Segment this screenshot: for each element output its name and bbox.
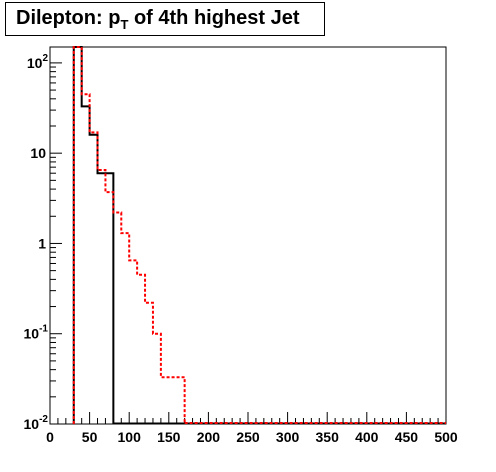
histogram-solid-black — [72, 46, 115, 424]
x-tick-label: 50 — [82, 429, 98, 445]
title-suffix: of 4th highest Jet — [128, 7, 300, 29]
x-tick-label: 0 — [46, 429, 54, 445]
y-tick-label: 10 — [30, 145, 46, 161]
x-tick-label: 400 — [355, 429, 379, 445]
x-tick-label: 150 — [157, 429, 181, 445]
x-tick-label: 350 — [316, 429, 340, 445]
x-tick-label: 250 — [236, 429, 260, 445]
title-box: Dilepton: pT of 4th highest Jet — [5, 2, 325, 36]
chart-title: Dilepton: pT of 4th highest Jet — [16, 7, 300, 32]
title-subscript: T — [120, 17, 129, 32]
y-tick-label: 1 — [38, 235, 46, 251]
histogram-dashed-red — [72, 46, 186, 424]
title-prefix: Dilepton: p — [16, 7, 121, 29]
plot-frame — [49, 46, 447, 425]
x-tick-label: 500 — [434, 429, 458, 445]
y-tick-label: 10-1 — [24, 324, 49, 342]
x-tick-label: 200 — [197, 429, 221, 445]
x-tick-label: 450 — [395, 429, 419, 445]
x-tick-label: 300 — [276, 429, 300, 445]
y-tick-label: 10-2 — [24, 414, 49, 432]
x-tick-label: 100 — [118, 429, 142, 445]
y-tick-label: 102 — [27, 53, 49, 71]
